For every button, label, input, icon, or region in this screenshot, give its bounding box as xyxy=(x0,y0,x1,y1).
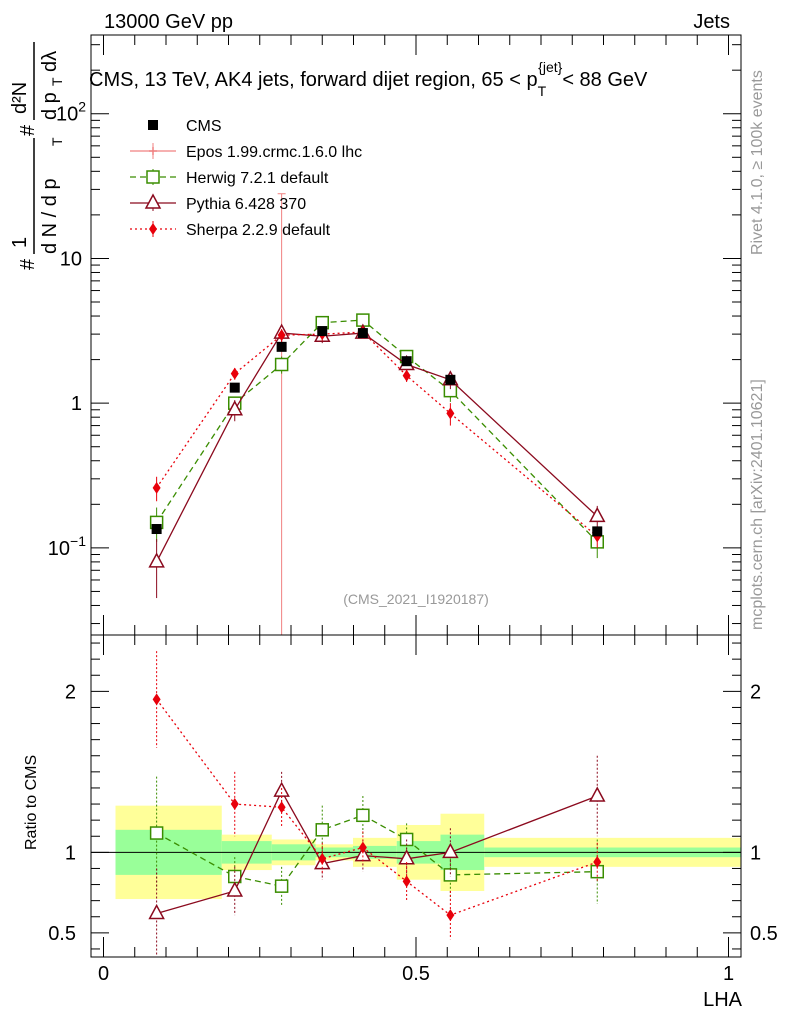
ratio-ylabel: Ratio to CMS xyxy=(23,755,40,850)
ratio-point xyxy=(588,786,606,802)
ratio-panel-series xyxy=(148,651,606,957)
ratio-line xyxy=(156,789,598,915)
ratio-y-tick-label-right: 2 xyxy=(750,681,761,703)
legend-entry: Epos 1.99.crmc.1.6.0 lhc xyxy=(130,143,362,161)
cms-point xyxy=(276,341,287,352)
ratio-point xyxy=(402,875,411,888)
ratio-y-tick-label-right: 0.5 xyxy=(750,923,778,945)
ratio-y-tick-label: 0.5 xyxy=(48,923,76,945)
header-left: 13000 GeV pp xyxy=(104,11,233,33)
y-tick-label: 102 xyxy=(56,99,86,126)
ylabel-t1: T xyxy=(49,137,65,146)
ratio-point xyxy=(277,801,286,814)
cms-point xyxy=(357,328,368,339)
y-tick-label: 10−1 xyxy=(48,533,86,560)
legend-entry: Pythia 6.428 370 xyxy=(130,193,306,213)
x-tick-label: 0 xyxy=(98,963,109,985)
ylabel-hash1: # xyxy=(17,258,39,270)
ratio-series-diamond-filled xyxy=(152,651,602,940)
data-point xyxy=(152,481,161,494)
mcplots-label: mcplots.cern.ch [arXiv:2401.10621] xyxy=(749,379,766,630)
ratio-point xyxy=(593,856,602,869)
series-line xyxy=(156,331,598,537)
cms-point xyxy=(445,374,456,385)
main-ylabel: # 1 d N / d p T # d²N d p T dλ xyxy=(9,42,65,270)
axis-ticks: 10−1 1 10 102 0.5 0.5 1 1 2 2 0 0.5 1 xyxy=(48,35,778,985)
legend-label: Epos 1.99.crmc.1.6.0 lhc xyxy=(186,144,362,161)
data-point xyxy=(226,400,244,416)
x-tick-label: 0.5 xyxy=(402,963,430,985)
data-point xyxy=(446,407,455,420)
legend-entry: Sherpa 2.2.9 default xyxy=(130,221,331,239)
ylabel-dn: d N / d p xyxy=(39,178,61,254)
legend-entry: CMS xyxy=(148,118,222,135)
legend-label: Pythia 6.428 370 xyxy=(186,196,306,213)
ylabel-one: 1 xyxy=(9,237,31,248)
x-tick-label: 1 xyxy=(723,963,734,985)
x-axis-label: LHA xyxy=(703,989,743,1011)
ratio-point xyxy=(149,826,164,840)
ratio-y-tick-label: 1 xyxy=(65,842,76,864)
legend-marker xyxy=(144,193,162,209)
legend-marker xyxy=(146,170,160,184)
data-point xyxy=(274,357,289,372)
ylabel-d2n: d²N xyxy=(9,82,31,114)
cms-point xyxy=(401,356,412,367)
ratio-y-tick-label-right: 1 xyxy=(750,842,761,864)
data-point xyxy=(230,367,239,380)
ratio-panel-frame xyxy=(90,634,742,958)
header-right: Jets xyxy=(693,11,730,33)
series-diamond-filled xyxy=(152,326,602,548)
cms-uncertainty-bands xyxy=(91,805,741,900)
ratio-point xyxy=(226,881,244,897)
legend-marker xyxy=(149,223,157,235)
main-title: CMS, 13 TeV, AK4 jets, forward dijet reg… xyxy=(89,59,648,99)
rivet-label: Rivet 4.1.0, ≥ 100k events xyxy=(749,70,766,255)
ylabel-dpt: d p xyxy=(39,92,61,120)
series-square-open xyxy=(149,313,604,559)
data-point xyxy=(148,552,165,568)
ratio-point xyxy=(356,808,370,823)
cms-point xyxy=(151,524,162,535)
ratio-point xyxy=(318,852,327,865)
data-point xyxy=(277,329,286,342)
data-point xyxy=(588,506,606,523)
ratio-line xyxy=(156,699,598,916)
y-tick-label: 1 xyxy=(71,393,82,415)
ratio-point xyxy=(443,868,458,882)
ratio-point xyxy=(358,841,367,854)
legend-entry: Herwig 7.2.1 default xyxy=(130,169,329,187)
ratio-point xyxy=(230,798,239,811)
ratio-point xyxy=(152,693,161,706)
legend-marker xyxy=(149,147,157,155)
series-triangle-open xyxy=(148,323,606,599)
ratio-y-tick-label: 2 xyxy=(65,681,76,703)
data-point xyxy=(402,369,411,382)
legend-label: Sherpa 2.2.9 default xyxy=(186,222,331,239)
legend-label: CMS xyxy=(186,118,222,135)
cms-point xyxy=(592,526,603,537)
series-line xyxy=(156,319,598,543)
cms-point xyxy=(317,326,328,337)
ylabel-dl: dλ xyxy=(39,51,61,72)
ratio-point xyxy=(446,909,455,922)
cms-point xyxy=(229,382,240,393)
legend-marker xyxy=(148,120,158,130)
legend: CMS Epos 1.99.crmc.1.6.0 lhc Herwig 7.2.1 … xyxy=(130,118,362,239)
main-panel-series xyxy=(148,193,606,635)
ratio-point xyxy=(274,879,289,893)
ylabel-hash2: # xyxy=(17,124,39,136)
series-line xyxy=(156,332,598,563)
ratio-point xyxy=(148,903,165,920)
analysis-watermark: (CMS_2021_I1920187) xyxy=(343,591,489,607)
legend-label: Herwig 7.2.1 default xyxy=(186,170,329,187)
ratio-point xyxy=(315,823,329,837)
ylabel-t2: T xyxy=(49,77,65,86)
ratio-point xyxy=(442,842,459,859)
y-tick-label: 10 xyxy=(60,248,82,270)
